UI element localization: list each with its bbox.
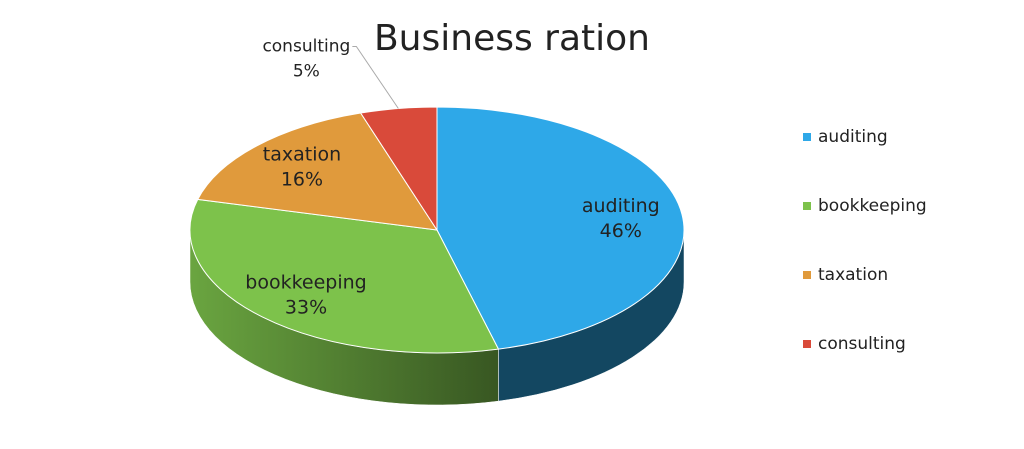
slice (189, 198, 500, 354)
data-label-name: taxation (263, 143, 341, 165)
slice (196, 112, 439, 231)
legend-label: consulting (818, 334, 906, 354)
data-label: 16% (281, 168, 323, 190)
leader-line (352, 46, 399, 109)
slice (436, 106, 685, 350)
data-label: 33% (285, 297, 327, 319)
data-label-name: consulting (262, 37, 350, 57)
legend-swatch (803, 133, 811, 141)
data-label-name: bookkeeping (245, 272, 366, 294)
legend-swatch (803, 202, 811, 210)
legend-label: taxation (818, 265, 888, 285)
legend-label: auditing (818, 127, 888, 147)
legend-swatch (803, 340, 811, 348)
chart-title: Business ration (374, 18, 650, 59)
data-label-name: auditing (582, 195, 660, 217)
data-label: 46% (600, 220, 642, 242)
legend-swatch (803, 271, 811, 279)
slice (359, 106, 438, 232)
data-label: 5% (293, 62, 320, 82)
legend-label: bookkeeping (818, 196, 927, 216)
